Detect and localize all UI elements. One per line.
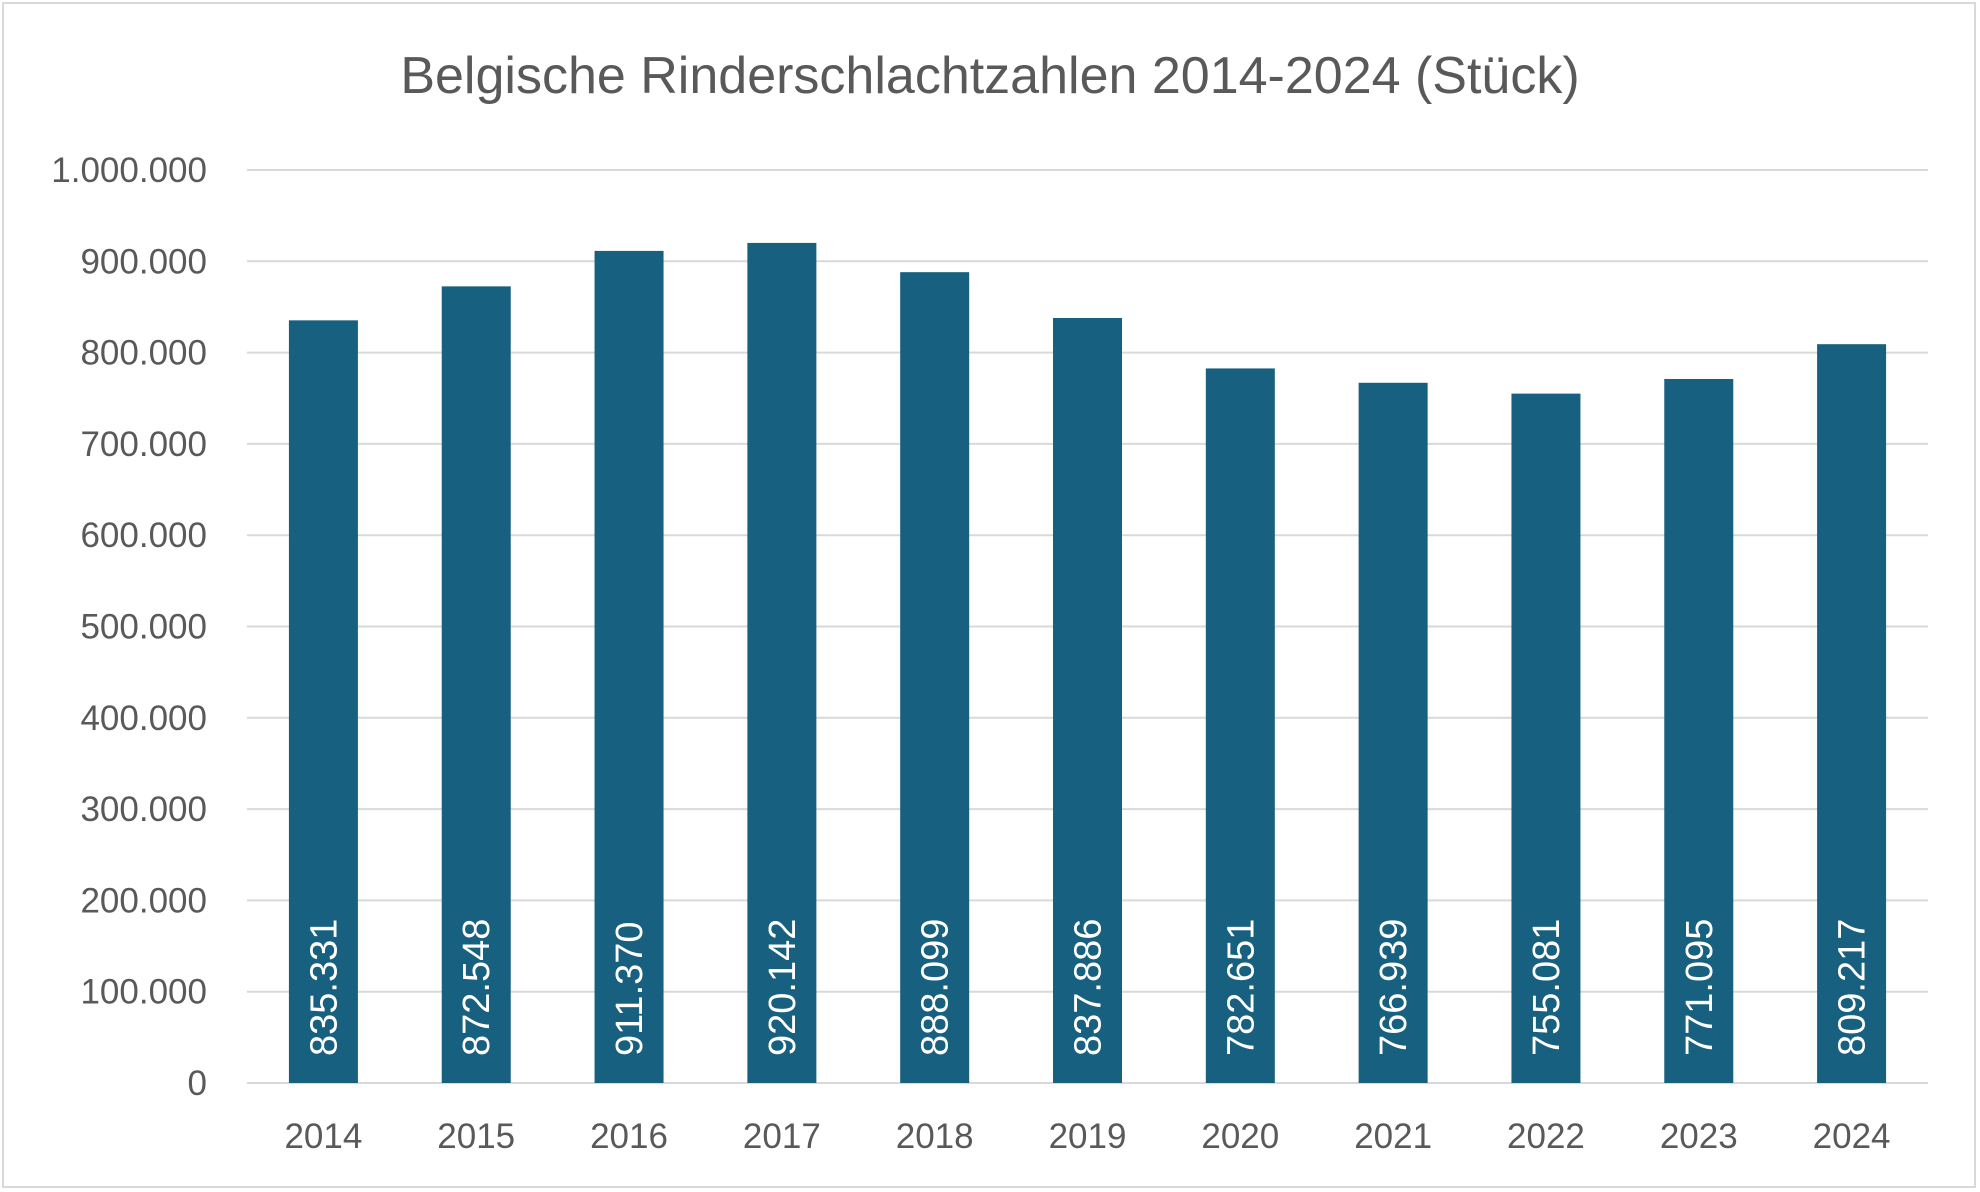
chart-title: Belgische Rinderschlachtzahlen 2014-2024… (400, 47, 1579, 105)
x-tick-label: 2024 (1813, 1117, 1891, 1156)
data-label: 782.651 (1220, 919, 1262, 1056)
bar (1205, 368, 1275, 1083)
data-label: 837.886 (1068, 919, 1110, 1056)
data-label: 888.099 (915, 919, 957, 1056)
bar (900, 272, 970, 1083)
x-tick-label: 2018 (896, 1117, 974, 1156)
bar (288, 320, 358, 1084)
data-label: 872.548 (456, 919, 498, 1056)
x-tick-label: 2014 (284, 1117, 362, 1156)
x-tick-label: 2016 (590, 1117, 668, 1156)
y-tick-label: 400.000 (80, 699, 207, 738)
y-tick-label: 600.000 (80, 516, 207, 555)
bars: 835.331 872.548 911.370 920.142 888.099 837.8… (288, 242, 1887, 1084)
bar (1664, 378, 1734, 1084)
data-label: 911.370 (609, 921, 651, 1056)
y-tick-label: 200.000 (80, 881, 207, 920)
y-axis: 0 100.000 200.000 300.000 400.000 500.000 600.… (51, 151, 207, 1103)
y-tick-label: 500.000 (80, 608, 207, 647)
data-label: 835.331 (303, 919, 345, 1056)
y-tick-label: 800.000 (80, 334, 207, 373)
y-tick-label: 300.000 (80, 790, 207, 829)
x-tick-label: 2017 (743, 1117, 821, 1156)
y-tick-label: 1.000.000 (51, 151, 207, 190)
x-tick-label: 2023 (1660, 1117, 1738, 1156)
bar (594, 250, 664, 1083)
data-label: 920.142 (762, 919, 804, 1056)
bar (441, 286, 511, 1084)
bar (747, 242, 817, 1084)
x-tick-label: 2015 (437, 1117, 515, 1156)
x-tick-label: 2019 (1049, 1117, 1127, 1156)
x-tick-label: 2021 (1354, 1117, 1432, 1156)
data-label: 766.939 (1373, 919, 1415, 1056)
data-label: 809.217 (1832, 919, 1874, 1056)
bar (1817, 344, 1887, 1083)
bar (1053, 318, 1122, 1083)
bar (1358, 382, 1428, 1084)
y-tick-label: 0 (188, 1064, 207, 1103)
data-label: 771.095 (1679, 919, 1721, 1056)
y-tick-label: 900.000 (80, 242, 207, 281)
y-tick-label: 700.000 (80, 425, 207, 464)
y-tick-label: 100.000 (80, 973, 207, 1012)
x-tick-label: 2022 (1507, 1117, 1585, 1156)
x-tick-label: 2020 (1201, 1117, 1279, 1156)
data-label: 755.081 (1526, 919, 1568, 1056)
bar (1511, 393, 1581, 1083)
x-axis: 2014 2015 2016 2017 2018 2019 2020 2021 2022 2023… (284, 1117, 1890, 1156)
